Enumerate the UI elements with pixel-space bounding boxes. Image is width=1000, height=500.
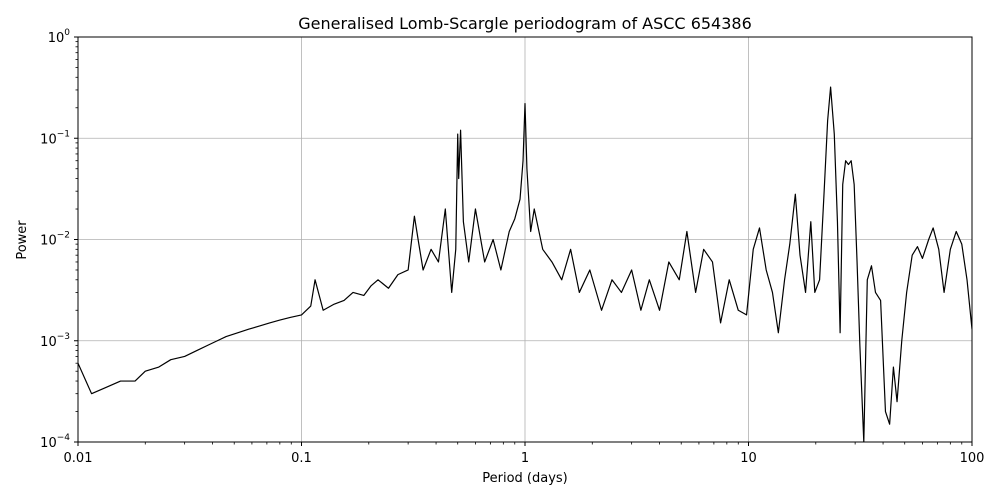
x-tick-label: 100 bbox=[960, 451, 985, 466]
y-tick-base: 10 bbox=[48, 31, 65, 46]
x-tick-label: 0.01 bbox=[64, 451, 93, 466]
y-tick-base: 10 bbox=[40, 234, 57, 249]
y-tick-exponent: −2 bbox=[57, 231, 70, 241]
x-tick-label: 10 bbox=[740, 451, 757, 466]
x-axis-label: Period (days) bbox=[482, 471, 568, 486]
y-tick-exponent: 0 bbox=[64, 28, 70, 38]
y-tick-base: 10 bbox=[40, 335, 57, 350]
x-tick-label: 0.1 bbox=[291, 451, 312, 466]
y-tick-label: 10−4 bbox=[40, 433, 70, 451]
y-tick-label: 10−3 bbox=[40, 332, 70, 350]
y-tick-exponent: −4 bbox=[57, 433, 71, 443]
y-tick-base: 10 bbox=[40, 436, 57, 451]
y-tick-label: 10−1 bbox=[40, 129, 70, 147]
periodogram-line bbox=[78, 86, 972, 442]
x-tick-label: 1 bbox=[521, 451, 529, 466]
y-tick-base: 10 bbox=[40, 132, 57, 147]
y-tick-label: 10−2 bbox=[40, 231, 70, 249]
chart-title: Generalised Lomb-Scargle periodogram of … bbox=[298, 14, 752, 33]
y-axis-label: Power bbox=[15, 220, 30, 260]
x-axis-ticks: 0.01 0.1 1 10 100 bbox=[64, 442, 985, 466]
y-tick-label: 100 bbox=[48, 28, 71, 46]
y-tick-exponent: −1 bbox=[57, 129, 70, 139]
y-tick-exponent: −3 bbox=[57, 332, 70, 342]
